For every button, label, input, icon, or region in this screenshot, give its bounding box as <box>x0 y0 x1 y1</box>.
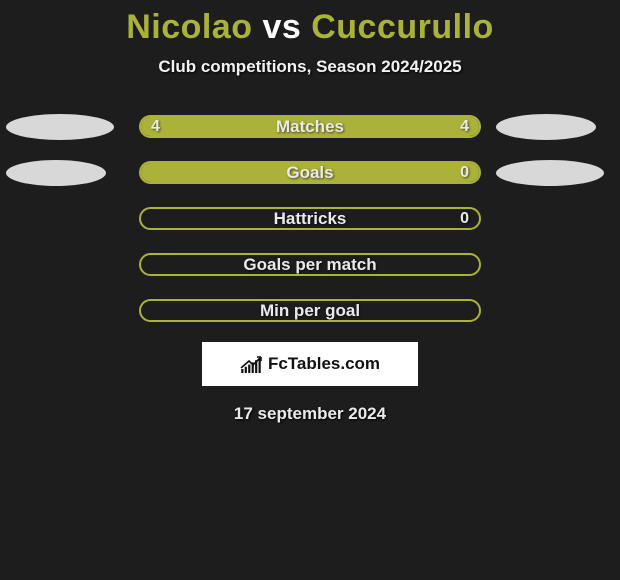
fctables-badge: FcTables.com <box>202 342 418 386</box>
player-ellipse-right <box>496 114 596 140</box>
badge-text: FcTables.com <box>268 354 380 374</box>
stat-row: Hattricks 0 <box>0 207 620 230</box>
title-player1: Nicolao <box>126 8 252 46</box>
player-ellipse-left <box>6 114 114 140</box>
stat-value-right: 0 <box>460 210 469 228</box>
stat-label: Goals <box>286 163 333 183</box>
title-player2: Cuccurullo <box>311 8 494 46</box>
stat-row: Goals per match <box>0 253 620 276</box>
page-title: Nicolao vs Cuccurullo <box>0 0 620 47</box>
stat-row: Matches 4 4 <box>0 115 620 138</box>
stat-row: Goals 0 <box>0 161 620 184</box>
stat-label: Hattricks <box>274 209 347 229</box>
stats-rows: Matches 4 4 Goals 0 Hattricks 0 Goals per match… <box>0 115 620 322</box>
subtitle: Club competitions, Season 2024/2025 <box>0 57 620 77</box>
stat-value-right: 0 <box>460 164 469 182</box>
stat-value-left: 4 <box>151 118 160 136</box>
stat-row: Min per goal <box>0 299 620 322</box>
stat-bar: Hattricks 0 <box>139 207 481 230</box>
stat-label: Matches <box>276 117 344 137</box>
stat-label: Min per goal <box>260 301 360 321</box>
player-ellipse-left <box>6 160 106 186</box>
date-label: 17 september 2024 <box>0 404 620 424</box>
bar-chart-icon <box>240 355 262 373</box>
stat-bar: Goals per match <box>139 253 481 276</box>
stat-bar: Matches 4 4 <box>139 115 481 138</box>
title-vs: vs <box>262 8 301 46</box>
stat-bar: Goals 0 <box>139 161 481 184</box>
player-ellipse-right <box>496 160 604 186</box>
stat-label: Goals per match <box>243 255 376 275</box>
stat-bar: Min per goal <box>139 299 481 322</box>
stat-value-right: 4 <box>460 118 469 136</box>
